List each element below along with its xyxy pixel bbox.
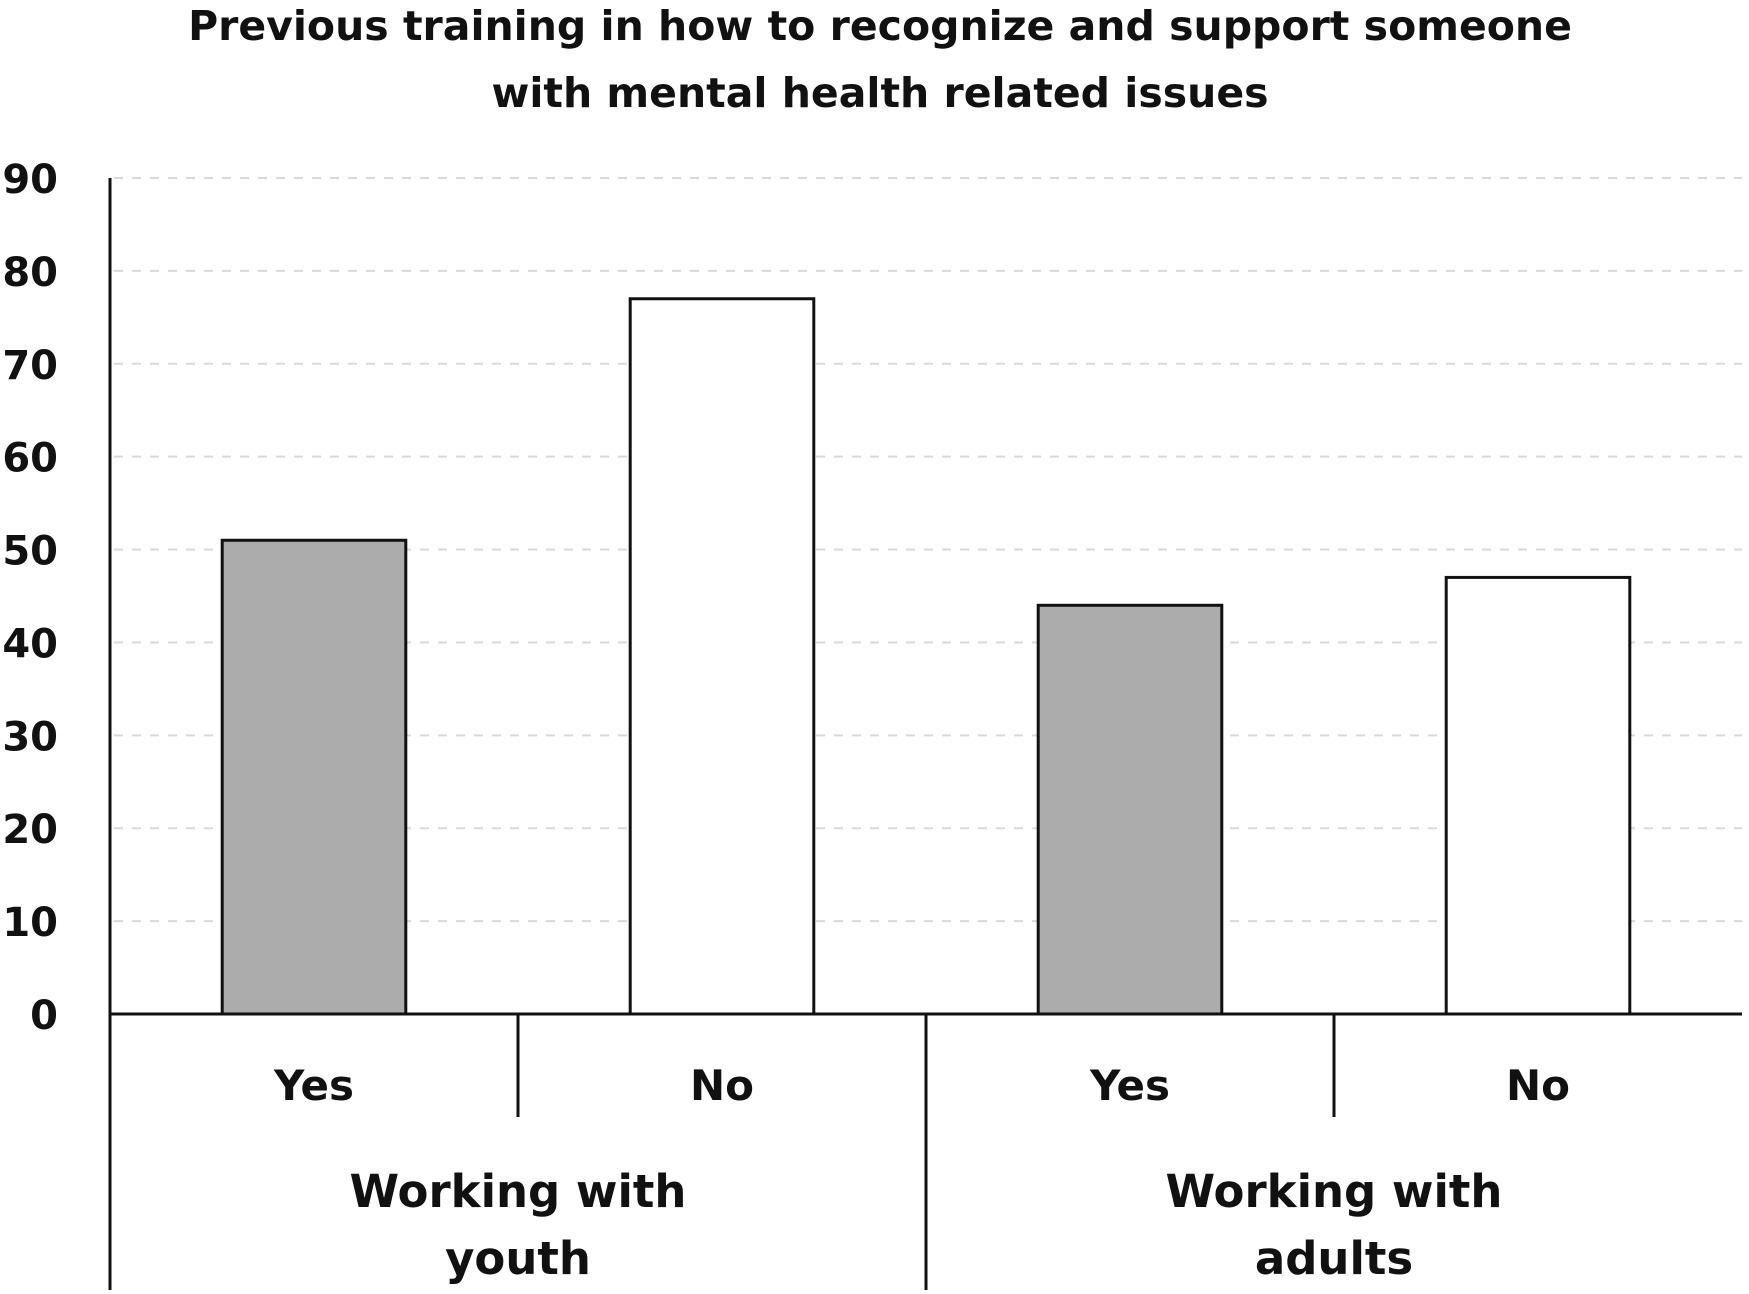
y-tick-label: 40 [2,621,58,667]
y-axis-ticks: 0 10 20 30 40 50 60 70 80 90 [2,157,58,1039]
y-tick-label: 30 [2,714,58,760]
group-label: youth [445,1232,591,1285]
bars [220,297,1632,1016]
y-tick-label: 20 [2,807,58,853]
y-tick-label: 10 [2,900,58,946]
y-tick-label: 70 [2,343,58,389]
group-label: adults [1255,1232,1413,1285]
category-label: Yes [273,1061,354,1110]
bar [220,538,408,1016]
x-axis-categories: Yes No Working with youth Yes No Working with a… [273,1014,1570,1290]
category-label: Yes [1089,1061,1170,1110]
category-label: No [1506,1061,1570,1110]
y-tick-label: 60 [2,436,58,482]
chart-title-line-2: with mental health related issues [491,69,1268,117]
category-label: No [690,1061,754,1110]
y-tick-label: 0 [30,993,58,1039]
bar [628,297,816,1016]
group-label: Working with [350,1165,687,1218]
y-tick-label: 50 [2,529,58,575]
y-tick-label: 80 [2,250,58,296]
group-label: Working with [1166,1165,1503,1218]
bar [1444,575,1632,1016]
bar [1036,603,1224,1016]
y-tick-label: 90 [2,157,58,203]
chart-title-line-1: Previous training in how to recognize an… [188,2,1572,50]
